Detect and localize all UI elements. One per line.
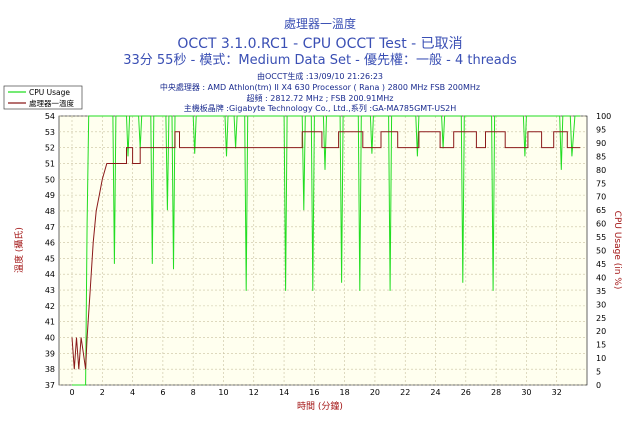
legend: CPU Usage 處理器一溫度: [3, 85, 83, 110]
x-tick-label: 30: [521, 388, 531, 397]
x-tick-label: 6: [160, 388, 165, 397]
x-tick-label: 20: [370, 388, 380, 397]
y-right-tick-label: 25: [596, 314, 606, 323]
y-left-tick-label: 39: [45, 349, 55, 358]
y-left-tick-label: 45: [45, 254, 55, 263]
x-tick-label: 24: [430, 388, 440, 397]
y-right-tick-label: 30: [596, 300, 606, 309]
chart-subtitle-mode: 33分 55秒 - 模式：Medium Data Set - 優先權：一般 - …: [123, 52, 517, 68]
cpu-usage-line: [72, 115, 581, 386]
y-right-tick-label: 95: [596, 125, 606, 134]
axis-ticks: 0 2 4 6 8 10 12 14 16 18 20 22 24 26 28 30 3237383940414…: [45, 112, 611, 397]
y-left-tick-label: 52: [45, 144, 55, 153]
y-left-tick-label: 41: [45, 318, 55, 327]
y-left-tick-label: 51: [45, 159, 55, 168]
y-right-tick-label: 40: [596, 273, 606, 282]
y-right-tick-label: 5: [596, 368, 601, 377]
chart-title: 處理器一溫度: [284, 16, 356, 31]
x-tick-label: 26: [461, 388, 471, 397]
y-right-tick-label: 85: [596, 152, 606, 161]
y-right-tick-label: 80: [596, 166, 606, 175]
x-tick-label: 2: [100, 388, 105, 397]
x-tick-label: 10: [218, 388, 228, 397]
y-left-tick-label: 50: [45, 175, 55, 184]
y-right-tick-label: 45: [596, 260, 606, 269]
plot-area: [58, 115, 588, 386]
x-tick-label: 32: [552, 388, 562, 397]
x-tick-label: 28: [491, 388, 501, 397]
y-right-tick-label: 20: [596, 327, 606, 336]
y-right-tick-label: 90: [596, 139, 606, 148]
x-tick-label: 12: [249, 388, 259, 397]
cpu-temperature-line: [71, 131, 581, 370]
y-left-tick-label: 42: [45, 302, 55, 311]
y-right-tick-label: 75: [596, 179, 606, 188]
y-right-tick-label: 0: [596, 381, 601, 390]
x-tick-label: 22: [400, 388, 410, 397]
info-cpu: 中央處理器 : AMD Athlon(tm) II X4 630 Process…: [160, 82, 480, 92]
x-tick-label: 16: [309, 388, 319, 397]
y-left-tick-label: 43: [45, 286, 55, 295]
y-left-tick-label: 54: [45, 112, 55, 121]
legend-label-temp: 處理器一溫度: [29, 98, 74, 108]
y-left-tick-label: 37: [45, 381, 55, 390]
y-left-tick-label: 46: [45, 239, 55, 248]
y-right-tick-label: 55: [596, 233, 606, 242]
y-right-tick-label: 100: [596, 112, 611, 121]
y-right-tick-label: 60: [596, 220, 606, 229]
y-left-tick-label: 53: [45, 128, 55, 137]
y-left-tick-label: 48: [45, 207, 55, 216]
y-right-tick-label: 35: [596, 287, 606, 296]
y-right-tick-label: 70: [596, 193, 606, 202]
y-right-tick-label: 10: [596, 354, 606, 363]
y-left-tick-label: 49: [45, 191, 55, 200]
y-right-tick-label: 65: [596, 206, 606, 215]
x-tick-label: 4: [130, 388, 135, 397]
info-overclock: 超頻 : 2812.72 MHz ; FSB 200.91MHz: [247, 93, 394, 103]
legend-label-usage: CPU Usage: [29, 88, 70, 97]
y-left-tick-label: 38: [45, 365, 55, 374]
y-axis-right-label: CPU Usage (in %): [612, 211, 622, 290]
chart-subtitle-test: OCCT 3.1.0.RC1 - CPU OCCT Test - 已取消: [177, 36, 462, 52]
y-right-tick-label: 50: [596, 247, 606, 256]
x-tick-label: 18: [340, 388, 350, 397]
info-motherboard: 主機板晶牌 :Gigabyte Technology Co., Ltd.,系列 …: [184, 103, 457, 113]
y-axis-left-label: 溫度 (攝氏): [13, 227, 25, 273]
y-left-tick-label: 44: [45, 270, 55, 279]
x-tick-label: 14: [279, 388, 289, 397]
series-lines: [71, 115, 581, 386]
y-right-tick-label: 15: [596, 341, 606, 350]
y-left-tick-label: 40: [45, 334, 55, 343]
x-tick-label: 0: [69, 388, 74, 397]
x-axis-label: 時間 (分鐘): [297, 400, 343, 412]
info-generated: 由OCCT生成 :13/09/10 21:26:23: [257, 71, 383, 81]
y-left-tick-label: 47: [45, 223, 55, 232]
x-tick-label: 8: [191, 388, 196, 397]
